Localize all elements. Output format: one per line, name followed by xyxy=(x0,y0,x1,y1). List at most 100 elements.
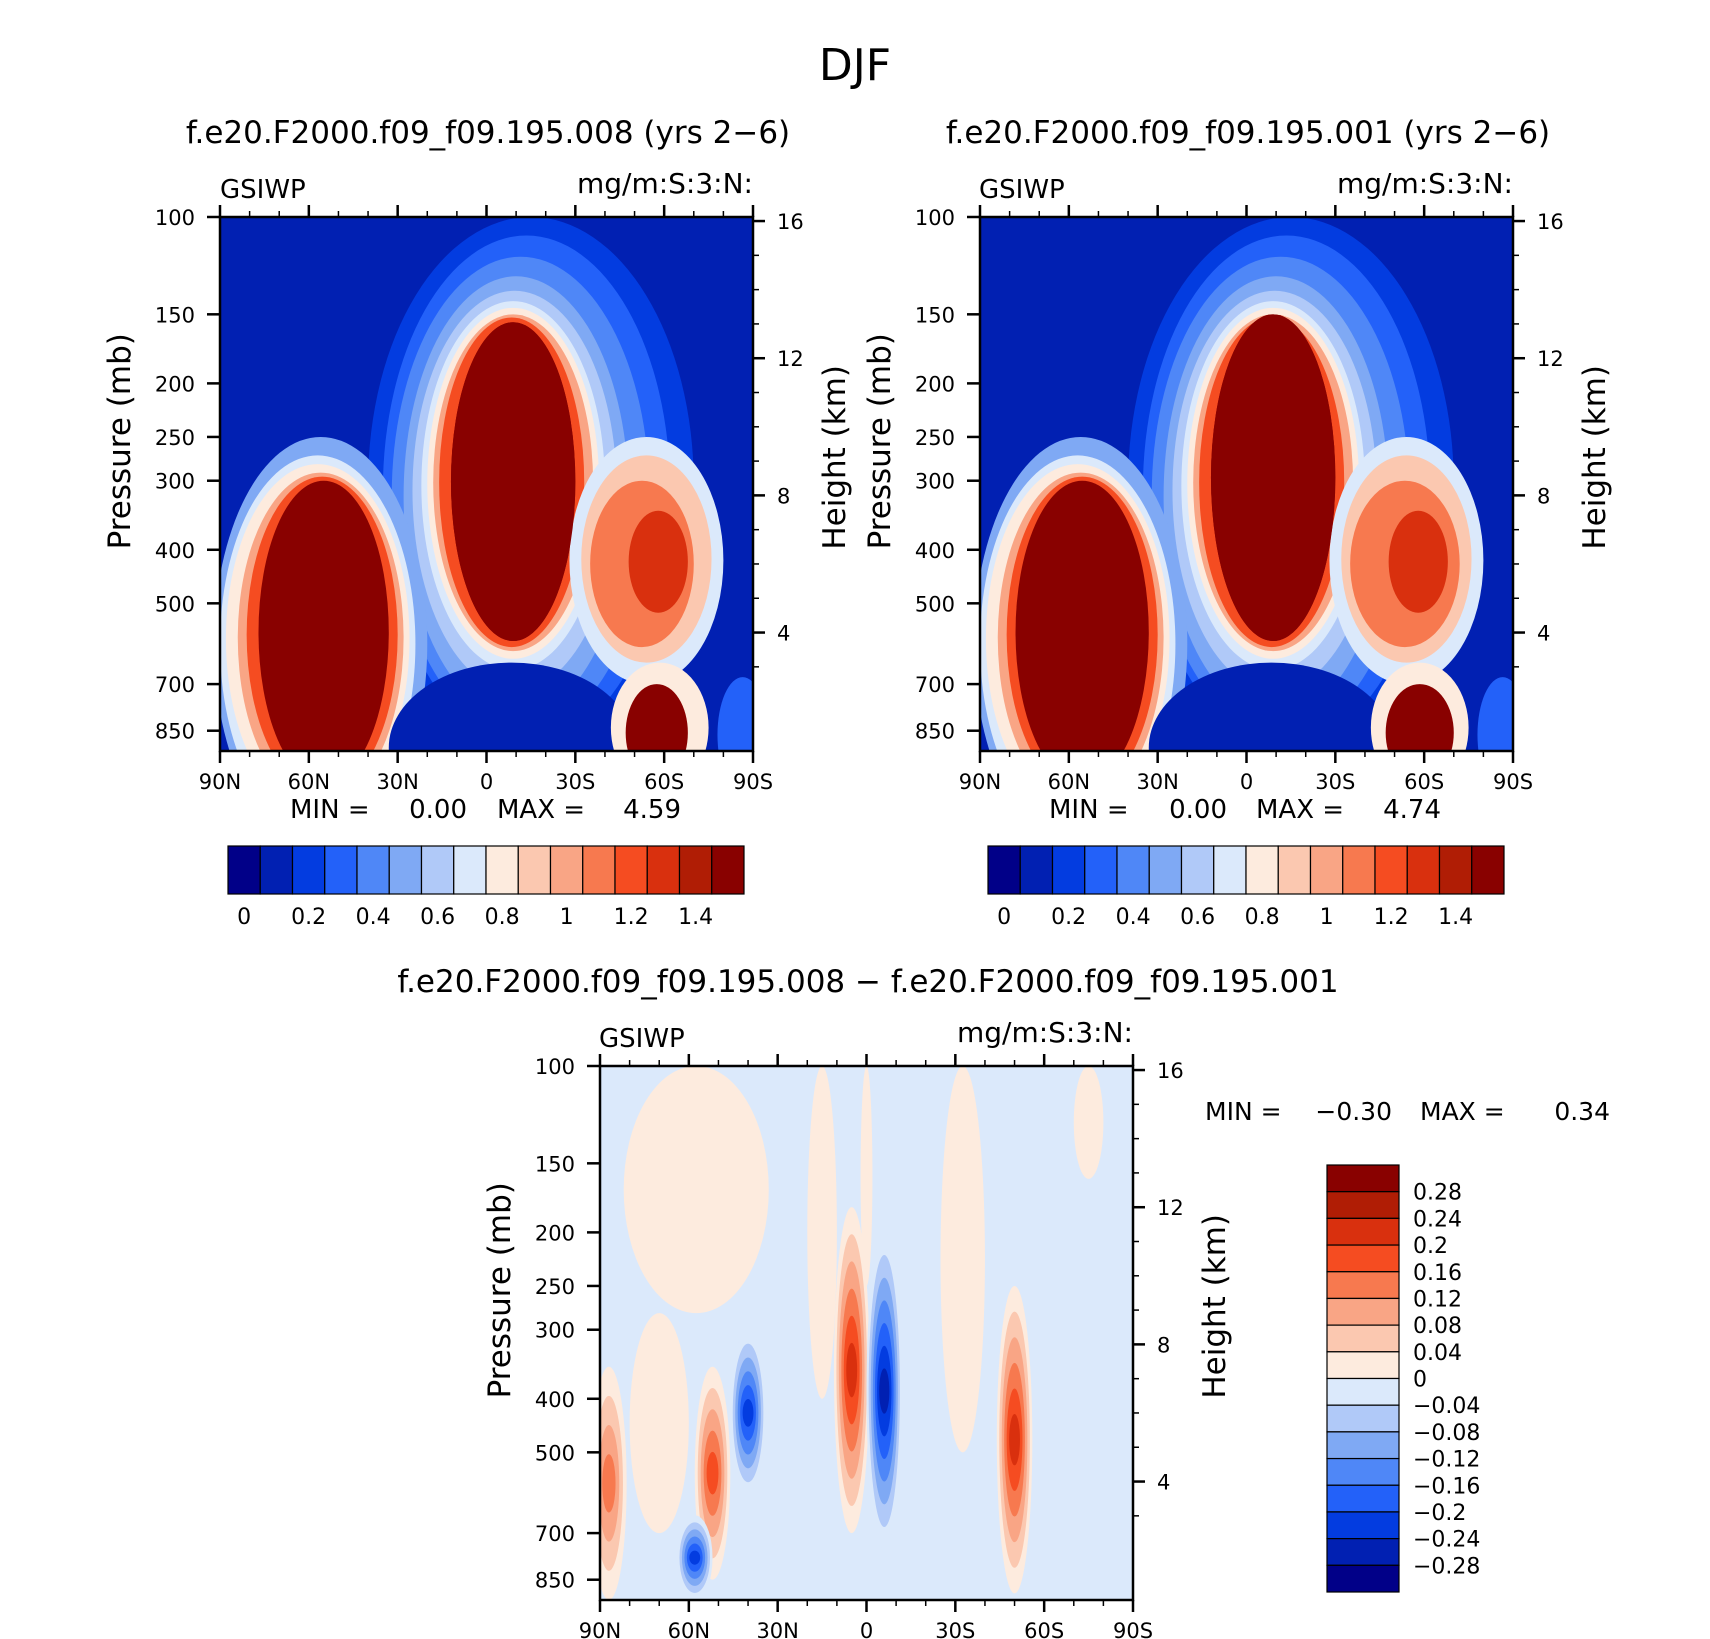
lblbar-label: −0.04 xyxy=(1413,1394,1480,1419)
y-tick-label: 700 xyxy=(915,673,955,697)
lblbar-label: 0.4 xyxy=(1116,905,1151,930)
y-tick-label: 400 xyxy=(535,1388,575,1412)
panel-title: f.e20.F2000.f09_f09.195.008 − f.e20.F200… xyxy=(397,964,1338,1000)
lblbar-box xyxy=(1180,845,1215,895)
lblbar-box xyxy=(485,845,519,895)
y-tick-label: 850 xyxy=(155,720,195,744)
contour-fill-lowlevel-min xyxy=(1148,662,1395,751)
lblbar-label: −0.2 xyxy=(1413,1501,1466,1526)
lblbar-box xyxy=(614,845,648,895)
lblbar-box xyxy=(259,845,294,895)
x-tick-label: 30N xyxy=(1136,770,1178,794)
x-tick-label: 60S xyxy=(1404,770,1444,794)
lblbar-label: 0.04 xyxy=(1413,1341,1462,1366)
lblbar-box xyxy=(1326,1457,1400,1486)
lblbar-label: 1 xyxy=(1320,905,1334,930)
lblbar-box xyxy=(356,845,390,895)
lblbar-label: −0.24 xyxy=(1413,1528,1480,1553)
left-string: GSIWP xyxy=(979,175,1065,205)
lblbar-box xyxy=(1051,845,1086,895)
lblbar-box xyxy=(1326,1244,1400,1273)
x-tick-label: 30S xyxy=(935,1619,975,1639)
y2-tick-label: 16 xyxy=(777,210,804,234)
lblbar-box xyxy=(1326,1271,1400,1300)
contour-fill-lowlevel-min xyxy=(388,662,635,751)
x-tick-label: 30N xyxy=(756,1619,798,1639)
contour-fill-pos-light-3 xyxy=(860,1066,873,1286)
lblbar-box xyxy=(420,845,455,895)
lblbar-box xyxy=(1148,845,1183,895)
contour-fill-diff-3-4 xyxy=(706,1451,719,1495)
lblbar-label: 0.6 xyxy=(420,905,455,930)
y2-axis-label: Height (km) xyxy=(817,365,853,550)
contour-fill-shlow-core xyxy=(1385,684,1454,751)
y2-tick-label: 4 xyxy=(1157,1471,1170,1495)
x-tick-label: 60S xyxy=(1024,1619,1064,1639)
max-label: MAX = xyxy=(1420,1097,1505,1126)
contour-fill-diff-4-5 xyxy=(1009,1414,1020,1466)
panel-top-left: f.e20.F2000.f09_f09.195.008 (yrs 2−6) GS… xyxy=(102,115,853,930)
y-tick-label: 200 xyxy=(155,372,195,396)
y-tick-label: 300 xyxy=(915,470,955,494)
contour-fill-tropical-core xyxy=(1210,314,1336,642)
contour-fill-nh-5 xyxy=(1015,480,1149,751)
y2-axis-label: Height (km) xyxy=(1197,1214,1233,1399)
lblbar-label: −0.16 xyxy=(1413,1474,1480,1499)
y-tick-label: 250 xyxy=(535,1275,575,1299)
y2-tick-label: 12 xyxy=(1157,1196,1184,1220)
lblbar-label: 0.16 xyxy=(1413,1261,1462,1286)
plot-area xyxy=(978,215,1515,753)
y-tick-label: 200 xyxy=(535,1221,575,1245)
y-tick-label: 850 xyxy=(915,720,955,744)
y-axis-label: Pressure (mb) xyxy=(862,333,898,549)
y-tick-label: 100 xyxy=(535,1055,575,1079)
lblbar-box xyxy=(1326,1404,1400,1433)
lblbar-box xyxy=(678,845,713,895)
y2-tick-label: 4 xyxy=(1537,622,1550,646)
lblbar-label: 0.28 xyxy=(1413,1181,1462,1206)
lblbar-label: −0.12 xyxy=(1413,1448,1480,1473)
lblbar-box xyxy=(227,845,261,895)
x-tick-label: 60N xyxy=(288,770,330,794)
panel-title: f.e20.F2000.f09_f09.195.008 (yrs 2−6) xyxy=(186,115,790,151)
lblbar-box xyxy=(1326,1431,1400,1460)
contour-fill-shband-3 xyxy=(1388,510,1448,613)
y-tick-label: 400 xyxy=(915,539,955,563)
lblbar-label: 0.2 xyxy=(1051,905,1086,930)
lblbar-box xyxy=(1326,1217,1400,1246)
x-tick-label: 60S xyxy=(644,770,684,794)
plot-area xyxy=(598,1064,1135,1602)
lblbar-label: 0.2 xyxy=(1413,1234,1448,1259)
y-tick-label: 500 xyxy=(155,592,195,616)
lblbar-box xyxy=(1326,1564,1400,1593)
contour-fill-pos-light-5 xyxy=(1073,1066,1104,1179)
contour-fill-nh-5 xyxy=(258,480,389,751)
x-tick-label: 90S xyxy=(733,770,773,794)
figure-title: DJF xyxy=(819,40,891,91)
y-tick-label: 300 xyxy=(535,1319,575,1343)
lblbar-label: 1.2 xyxy=(1374,905,1409,930)
y2-tick-label: 8 xyxy=(1157,1333,1170,1357)
x-tick-label: 90S xyxy=(1493,770,1533,794)
x-tick-label: 90N xyxy=(579,1619,621,1639)
lblbar-box xyxy=(1406,845,1441,895)
lblbar-box xyxy=(453,845,487,895)
lblbar-label: 1 xyxy=(560,905,574,930)
lblbar-box xyxy=(291,845,326,895)
lblbar-box xyxy=(1342,845,1376,895)
x-tick-label: 30S xyxy=(555,770,595,794)
x-tick-label: 90N xyxy=(959,770,1001,794)
lblbar-box xyxy=(1213,845,1247,895)
right-string: mg/m:S:3:N: xyxy=(957,1016,1133,1049)
contour-fill-diff-5-3 xyxy=(602,1454,616,1513)
contour-fill-diff-6-5 xyxy=(689,1550,701,1565)
max-value: 4.59 xyxy=(623,795,681,825)
y2-tick-label: 12 xyxy=(777,347,804,371)
min-label: MIN = xyxy=(1205,1097,1282,1126)
y-tick-label: 250 xyxy=(915,426,955,450)
plot-area xyxy=(218,215,755,753)
y-tick-label: 100 xyxy=(155,206,195,230)
lblbar-box xyxy=(549,845,584,895)
y-tick-label: 150 xyxy=(535,1152,575,1176)
